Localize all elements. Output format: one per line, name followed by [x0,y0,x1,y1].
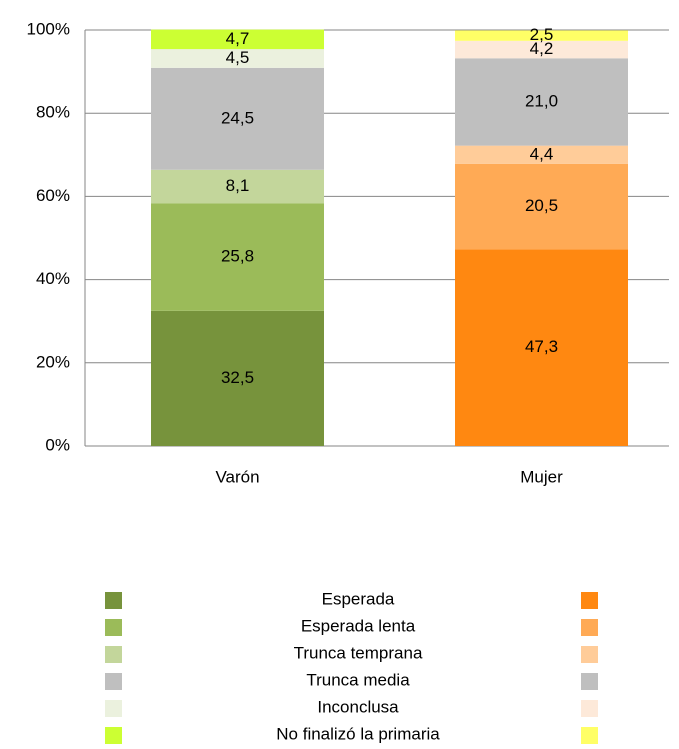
y-tick-label: 0% [45,435,70,454]
value-label: 20,5 [525,196,558,215]
y-tick-label: 40% [36,269,70,288]
legend-swatch [581,673,598,690]
legend-label: Esperada lenta [301,616,416,635]
legend-swatch [105,592,122,609]
bar-segment [455,145,628,164]
legend-swatch [581,700,598,717]
y-tick-label: 80% [36,103,70,122]
y-tick-label: 100% [27,19,70,38]
value-label: 4,4 [530,144,554,163]
legend-label: Esperada [322,589,395,608]
legend-swatch [105,727,122,744]
legend-swatch [105,646,122,663]
value-label: 8,1 [226,176,250,195]
bar-segment [151,29,324,50]
x-tick-label: Mujer [520,467,563,486]
value-label: 4,2 [530,39,554,58]
legend-swatch [581,592,598,609]
y-tick-label: 60% [36,186,70,205]
bar-segment [455,30,628,41]
value-label: 25,8 [221,247,254,266]
legend-label: No finalizó la primaria [276,724,440,743]
bar-segment [151,169,324,204]
legend-label: Trunca media [306,670,410,689]
value-label: 2,5 [530,25,554,44]
bar-segment [455,40,628,59]
legend-swatch [581,619,598,636]
value-label: 4,5 [226,48,250,67]
bar-segment [151,310,324,446]
x-tick-label: Varón [215,467,259,486]
value-label: 21,0 [525,91,558,110]
bar-segment [151,67,324,170]
legend-swatch [581,646,598,663]
bar-segment [455,163,628,250]
bar-segment [151,49,324,68]
legend-swatch [581,727,598,744]
bar-segment [455,58,628,146]
bar-segment [455,249,628,446]
legend-swatch [105,700,122,717]
value-label: 47,3 [525,337,558,356]
value-label: 24,5 [221,108,254,127]
legend-swatch [105,673,122,690]
legend-label: Trunca temprana [294,643,423,662]
value-label: 32,5 [221,368,254,387]
value-label: 4,7 [226,29,250,48]
y-tick-label: 20% [36,352,70,371]
legend-swatch [105,619,122,636]
legend-label: Inconclusa [317,697,399,716]
bar-segment [151,203,324,311]
